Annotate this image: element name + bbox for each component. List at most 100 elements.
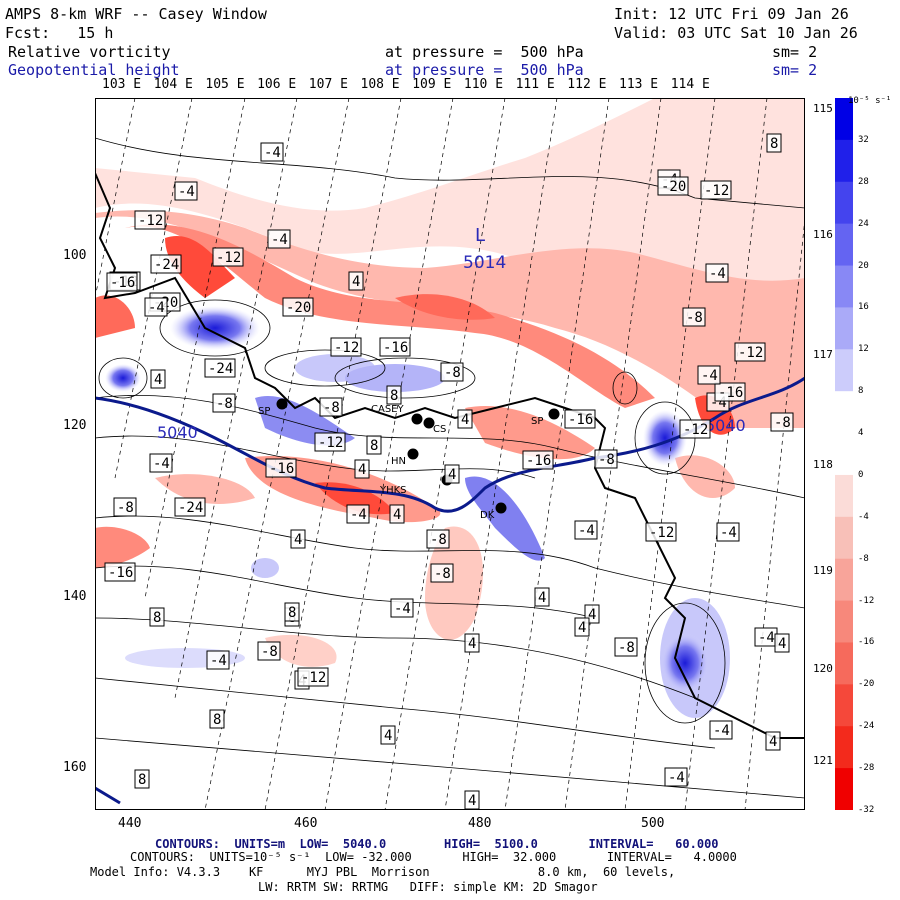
contour-label-box xyxy=(386,385,402,405)
contour-label-box xyxy=(149,453,173,473)
contour-label-box xyxy=(534,587,550,607)
colorbar-swatch xyxy=(835,474,853,518)
longitude-label: 104 E xyxy=(153,77,193,92)
contour-label: -20 xyxy=(661,179,686,195)
colorbar-swatch xyxy=(835,139,853,183)
contour-label: -8 xyxy=(434,566,451,582)
field2-level: at pressure = 500 hPa xyxy=(385,61,584,79)
contour-label: -12 xyxy=(683,422,708,438)
contour-label-box xyxy=(444,464,460,484)
contour-label: 8 xyxy=(153,610,161,626)
title: AMPS 8-km WRF -- Casey Window xyxy=(5,5,267,23)
contour-label: -4 xyxy=(713,723,730,739)
contour-label: -24 xyxy=(178,500,203,516)
colorbar-label: 8 xyxy=(858,386,864,397)
contour-label-layer: -4 -4 -12 -4 -12 -24 -12 4 -16 -4 -20 -20 -12 -16 -8 -4… xyxy=(104,133,794,810)
contour-label: -16 xyxy=(526,453,551,469)
colorbar-label: -32 xyxy=(858,805,875,815)
contour-label: -12 xyxy=(318,435,343,451)
colorbar-swatch xyxy=(835,684,853,727)
colorbar-label: 24 xyxy=(858,218,869,229)
station-label: SP xyxy=(258,406,270,417)
station-label: DK xyxy=(480,510,495,521)
contour-label-box xyxy=(204,358,236,378)
contour-label: -4 xyxy=(350,507,367,523)
contour-label-box xyxy=(464,633,480,653)
height-label: 5040 xyxy=(157,423,198,442)
contour-label: -24 xyxy=(208,361,233,377)
contour-label: -16 xyxy=(110,275,135,291)
contour-label-box xyxy=(657,176,689,196)
contour-label-box xyxy=(150,369,166,389)
contour-label: 4 xyxy=(384,728,392,744)
station-label: YHKS xyxy=(379,485,407,496)
station-label: HN xyxy=(391,456,406,467)
contour-label: -4 xyxy=(720,525,737,541)
vorticity-contours xyxy=(95,137,805,799)
contour-label-box xyxy=(348,271,364,291)
contour-label: -12 xyxy=(738,345,763,361)
colorbar-swatch xyxy=(835,558,853,602)
x-tick: 460 xyxy=(294,816,318,831)
contour-label: 4 xyxy=(778,636,786,652)
contour-label-box xyxy=(212,247,244,267)
contour-label-box xyxy=(212,393,236,413)
contour-label-box xyxy=(457,409,473,429)
contour-label-box xyxy=(366,435,382,455)
contour-label: -8 xyxy=(261,644,278,660)
contour-label-box xyxy=(314,432,346,452)
contour-label-box xyxy=(697,365,721,385)
contour-label: -4 xyxy=(394,601,411,617)
colorbar-label: 32 xyxy=(858,134,869,145)
longitude-label: 112 E xyxy=(567,77,607,92)
contour-label-box xyxy=(267,229,291,249)
contour-label-box xyxy=(354,459,370,479)
contour-label: 4 xyxy=(538,590,546,606)
contour-label-box xyxy=(734,342,766,362)
station-label: CS xyxy=(433,424,446,435)
contour-label: 8 xyxy=(138,772,146,788)
contour-label: -16 xyxy=(269,461,294,477)
colorbar-swatch xyxy=(835,391,853,434)
contour-label-box xyxy=(346,504,370,524)
contour-label: -4 xyxy=(668,770,685,786)
contour-label: 4 xyxy=(461,412,469,428)
valid-time: Valid: 03 UTC Sat 10 Jan 26 xyxy=(614,24,858,42)
contour-label-box xyxy=(134,769,150,789)
contour-label-box xyxy=(330,337,362,357)
footer-model-info: Model Info: V4.3.3 KF MYJ PBL Morrison 8… xyxy=(90,865,676,879)
colorbar-swatch xyxy=(835,768,853,810)
contour-label-box xyxy=(766,133,782,153)
station-label: CASEY xyxy=(371,404,404,415)
colorbar-unit: 10⁻⁵ s⁻¹ xyxy=(848,96,892,106)
contour-label: -8 xyxy=(774,415,791,431)
colorbar-swatch xyxy=(835,349,853,392)
colorbar-swatch xyxy=(835,98,853,141)
contour-label: -24 xyxy=(154,257,179,273)
contour-label-box xyxy=(380,725,396,745)
contour-label-box xyxy=(174,497,206,517)
contour-label-box xyxy=(700,180,732,200)
contour-label-box xyxy=(705,263,729,283)
colorbar-label: 4 xyxy=(858,428,864,439)
field1-smoothing: sm= 2 xyxy=(772,43,818,61)
contour-label: -8 xyxy=(444,365,461,381)
contour-label: -16 xyxy=(383,340,408,356)
contour-label-box xyxy=(522,450,554,470)
longitude-label: 111 E xyxy=(515,77,555,92)
contour-label-box xyxy=(174,181,198,201)
contour-label-box xyxy=(144,297,168,317)
contour-label-box xyxy=(440,362,464,382)
contour-label: -20 xyxy=(286,300,311,316)
longitude-label: 103 E xyxy=(102,77,142,92)
longitude-label: 107 E xyxy=(308,77,348,92)
contour-label-box xyxy=(209,709,225,729)
height-contour-corner xyxy=(95,786,121,805)
contour-label-box xyxy=(594,449,618,469)
contour-label: -12 xyxy=(649,525,674,541)
field2-smoothing: sm= 2 xyxy=(772,61,818,79)
contour-label: 4 xyxy=(578,620,586,636)
x-tick: 500 xyxy=(641,816,665,831)
contour-label: 4 xyxy=(294,532,302,548)
init-time: Init: 12 UTC Fri 09 Jan 26 xyxy=(614,5,849,23)
